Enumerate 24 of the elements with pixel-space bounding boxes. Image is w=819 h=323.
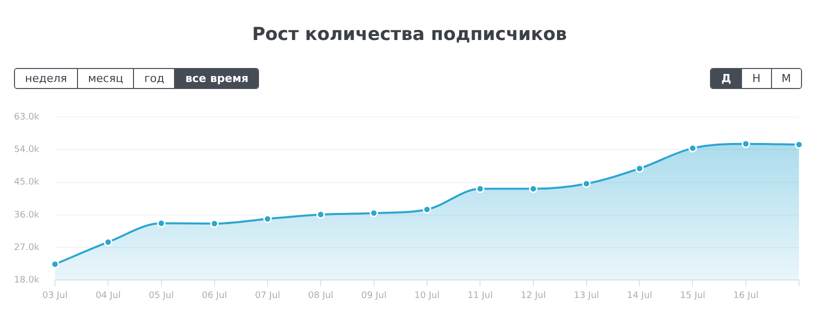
y-tick-label: 18.0k: [14, 276, 40, 286]
chart-title: Рост количества подписчиков: [251, 24, 568, 45]
period-toggle: неделя месяц год все время: [14, 68, 260, 89]
y-tick-label: 45.0k: [14, 178, 40, 188]
x-tick-label: 03 Jul: [42, 290, 68, 301]
x-tick-label: 15 Jul: [680, 290, 706, 301]
x-tick-label: 08 Jul: [308, 290, 334, 301]
x-tick-label: 11 Jul: [468, 290, 493, 301]
x-tick-label: 16 Jul: [733, 290, 758, 301]
x-tick-label: 13 Jul: [574, 290, 600, 301]
x-tick-label: 07 Jul: [254, 290, 280, 301]
x-tick-label: 05 Jul: [148, 290, 174, 301]
x-tick-label: 10 Jul: [414, 290, 440, 301]
y-tick-label: 54.0k: [14, 144, 40, 155]
interval-toggle: Д Н М: [710, 68, 802, 89]
y-tick-label: 27.0k: [14, 242, 40, 253]
x-tick-label: 12 Jul: [520, 290, 546, 301]
point: [263, 214, 272, 224]
x-tick-label: 06 Jul: [202, 290, 228, 301]
y-tick-label: 63.0k: [14, 112, 40, 122]
x-tick-label: 14 Jul: [626, 290, 652, 301]
x-tick-label: 04 Jul: [96, 290, 121, 301]
y-tick-label: 36.0k: [14, 210, 40, 220]
x-tick-label: 09 Jul: [361, 290, 386, 301]
